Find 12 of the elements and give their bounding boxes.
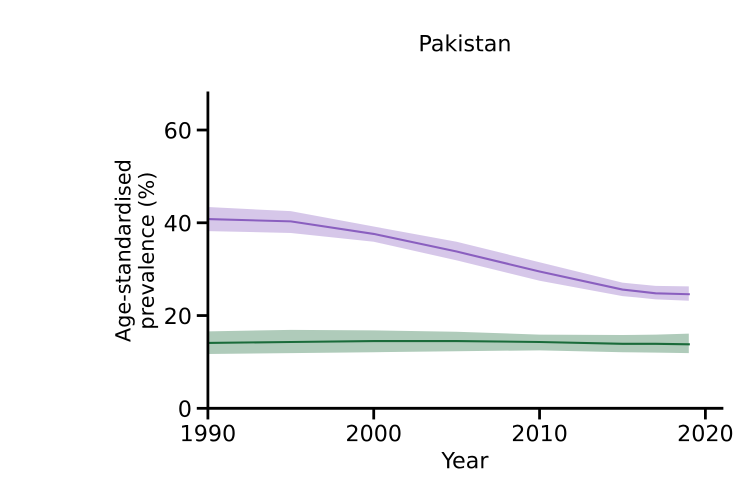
line-series	[208, 218, 690, 296]
x-tick-label: 1990	[182, 424, 235, 442]
x-tick-label: 2000	[347, 424, 401, 442]
y-tick-label: 40	[164, 214, 190, 232]
y-tick-label: 60	[165, 122, 190, 139]
y-tick-label: 0	[179, 400, 190, 418]
x-tick-label: 2020	[678, 424, 732, 442]
x-axis-title: Year	[441, 452, 488, 469]
y-tick-label: 20	[165, 308, 190, 324]
chart-title: Pakistan	[420, 34, 510, 52]
y-axis-title: Age-standardised prevalence (%)	[114, 161, 158, 342]
x-tick-label: 2010	[512, 424, 566, 442]
